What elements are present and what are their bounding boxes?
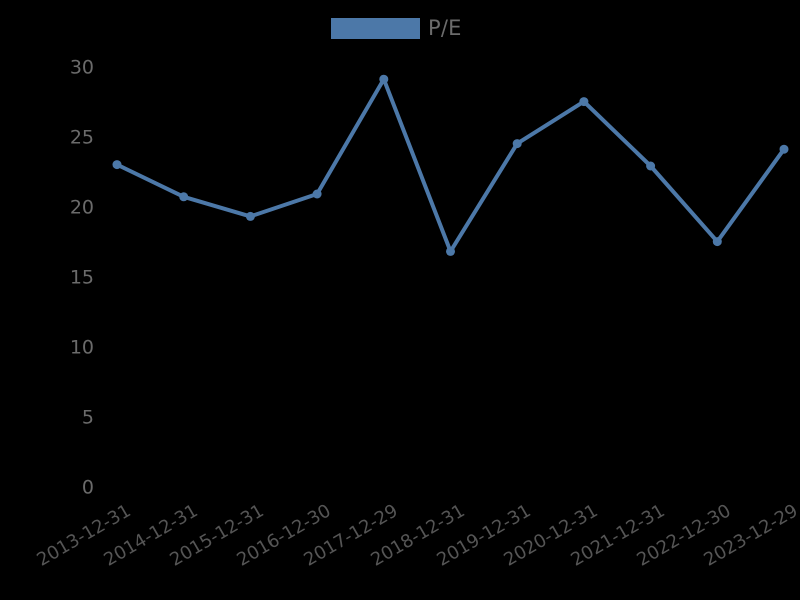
y-axis-tick-label: 20 — [69, 196, 94, 219]
data-point-marker[interactable] — [379, 74, 389, 84]
series-line-p-e — [115, 77, 786, 254]
legend-label-pe: P/E — [428, 15, 462, 40]
data-point-marker[interactable] — [179, 192, 189, 202]
data-point-marker[interactable] — [712, 237, 722, 247]
chart-legend: P/E — [331, 12, 462, 44]
data-point-marker[interactable] — [312, 189, 322, 199]
data-point-marker[interactable] — [112, 160, 122, 170]
data-point-marker[interactable] — [245, 211, 255, 221]
y-axis-tick-label: 10 — [69, 336, 94, 359]
y-axis-tick-label: 0 — [81, 476, 94, 499]
data-point-marker[interactable] — [646, 161, 656, 171]
y-axis-tick-label: 5 — [81, 406, 94, 429]
legend-swatch-pe — [331, 17, 420, 39]
data-point-marker[interactable] — [512, 139, 522, 149]
data-point-marker[interactable] — [579, 97, 589, 107]
y-axis-tick-label: 30 — [69, 56, 94, 79]
y-axis-tick-label: 15 — [69, 266, 94, 289]
y-axis-tick-label: 25 — [69, 126, 94, 149]
data-point-marker[interactable] — [446, 246, 455, 256]
data-point-marker[interactable] — [779, 144, 789, 154]
